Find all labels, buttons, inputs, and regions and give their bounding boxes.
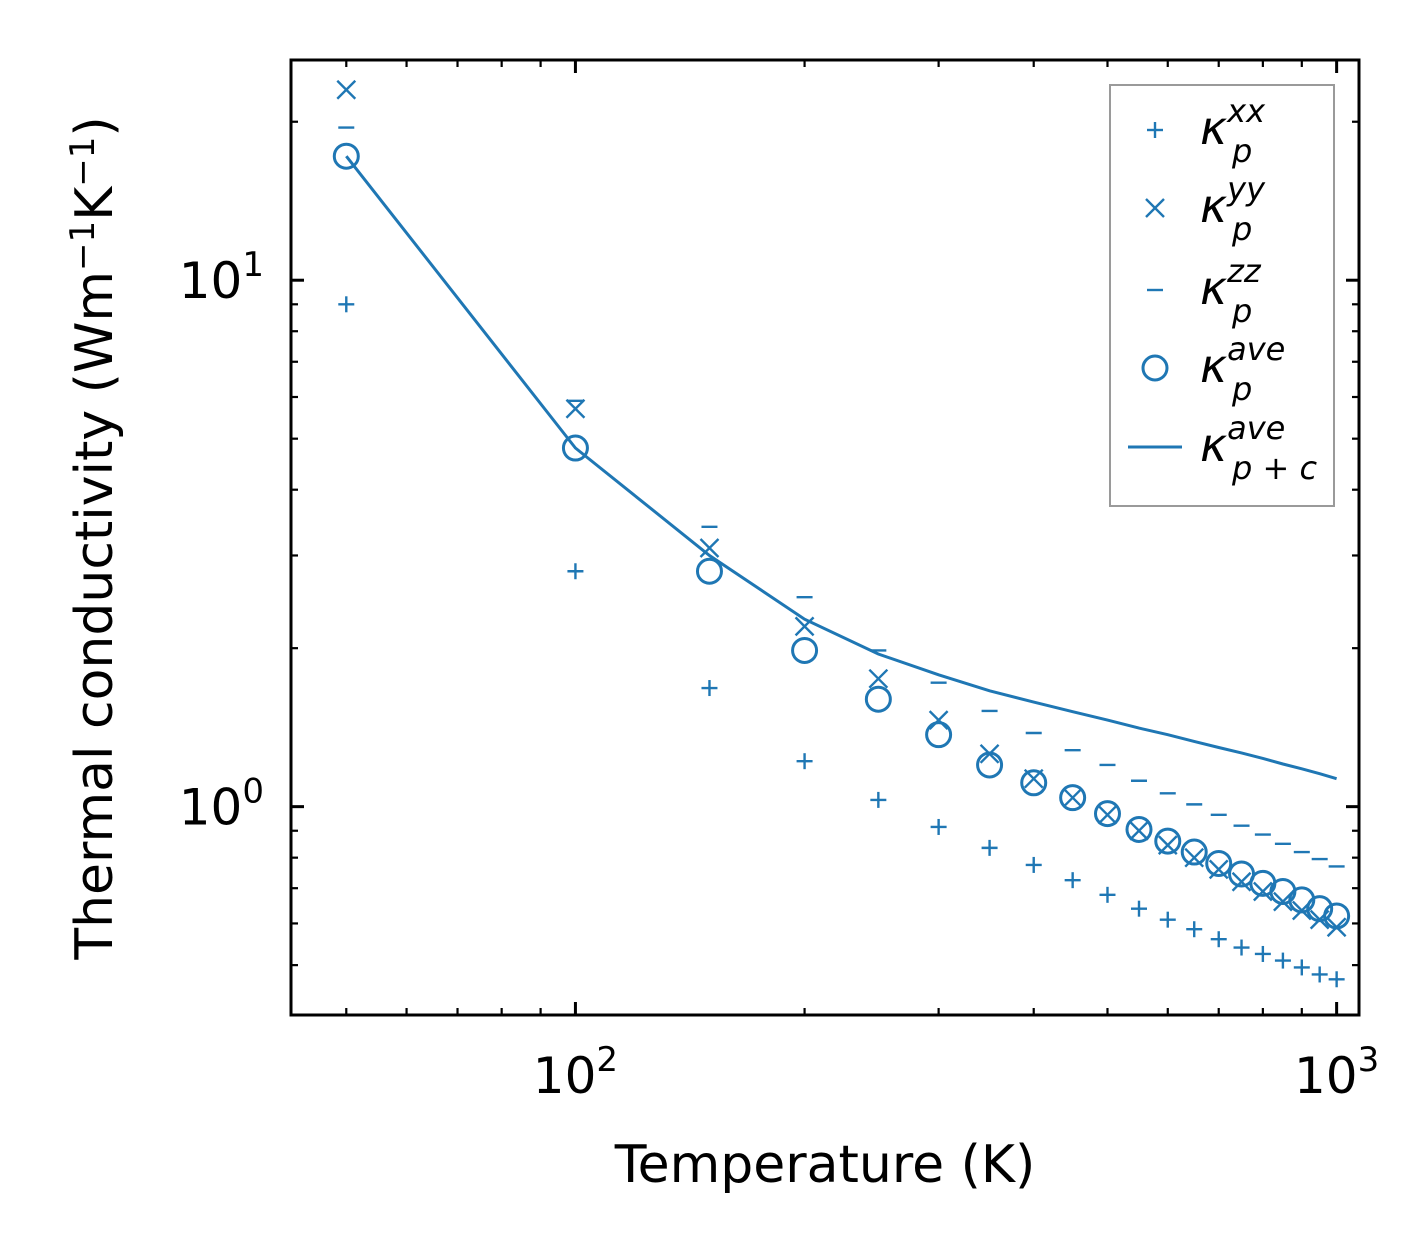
- point-plus: [981, 839, 998, 856]
- point-plus: [1064, 872, 1081, 889]
- point-x: [1253, 881, 1273, 902]
- y-tick-labels: 100 101: [179, 245, 264, 836]
- point-x: [1097, 804, 1118, 825]
- legend-label: κzz p: [1200, 252, 1262, 330]
- point-circle: [864, 685, 892, 713]
- y-tick-label: 101: [179, 245, 264, 310]
- point-x: [1062, 787, 1083, 808]
- point-circle: [695, 557, 723, 585]
- point-circle: [1154, 827, 1182, 855]
- point-circle: [561, 434, 589, 462]
- x-tick-label: 103: [1294, 1040, 1379, 1105]
- point-circle: [1093, 800, 1121, 828]
- point-plus: [1293, 959, 1310, 976]
- point-plus: [930, 818, 947, 835]
- point-plus: [1159, 911, 1176, 928]
- point-circle: [1059, 784, 1087, 812]
- point-x: [1273, 891, 1293, 912]
- legend-swatch-x: [1145, 198, 1165, 218]
- point-x: [1231, 871, 1252, 892]
- series-kappa_p^ave: [332, 142, 1351, 930]
- point-x: [565, 398, 586, 419]
- point-circle: [1020, 769, 1048, 797]
- point-plus: [701, 680, 718, 697]
- point-plus: [796, 753, 813, 770]
- legend-label: κave p + c: [1200, 409, 1317, 487]
- point-circle: [1306, 895, 1334, 923]
- point-circle: [332, 142, 360, 170]
- point-circle: [1180, 838, 1208, 866]
- x-tick-labels: 102 103: [533, 1040, 1379, 1105]
- point-plus: [1233, 939, 1250, 956]
- point-plus: [1274, 952, 1291, 969]
- point-x: [699, 538, 720, 558]
- point-x: [1129, 820, 1149, 841]
- point-plus: [1186, 921, 1203, 938]
- point-circle: [1125, 815, 1153, 843]
- legend-entry: κyy p: [1145, 170, 1266, 248]
- point-plus: [338, 296, 355, 313]
- legend-box: [1109, 84, 1335, 507]
- point-plus: [870, 791, 887, 808]
- legend-swatch-plus: [1147, 122, 1163, 138]
- point-plus: [1025, 856, 1042, 873]
- point-plus: [1311, 966, 1328, 983]
- series-kappa_p^xx: [338, 296, 1345, 988]
- point-plus: [1210, 931, 1227, 948]
- series-kappa_p^zz: [338, 126, 1345, 868]
- data-marks: [332, 79, 1351, 988]
- point-circle: [791, 636, 819, 664]
- point-x: [928, 710, 949, 730]
- point-circle: [925, 721, 953, 749]
- x-tick-label: 102: [533, 1040, 618, 1105]
- plot-frame: [289, 58, 1361, 1017]
- point-circle: [1205, 849, 1233, 877]
- point-x: [794, 616, 815, 637]
- legend-entry: κxx p: [1147, 92, 1266, 170]
- point-circle: [1323, 902, 1351, 930]
- legend-label: κyy p: [1200, 170, 1266, 248]
- legend-entry: κave p: [1141, 330, 1285, 408]
- point-plus: [1130, 900, 1147, 917]
- point-plus: [1099, 886, 1116, 903]
- point-plus: [1328, 971, 1345, 988]
- point-circle: [976, 751, 1004, 779]
- legend-label: κave p: [1200, 330, 1285, 408]
- point-plus: [567, 563, 584, 580]
- legend-entry: κzz p: [1147, 252, 1262, 330]
- point-x: [336, 79, 357, 100]
- legend-swatch-circle: [1141, 354, 1169, 382]
- point-x: [868, 668, 889, 689]
- y-tick-label: 100: [179, 772, 264, 837]
- legend-entry: κave p + c: [1128, 409, 1317, 487]
- series-line-kappa-pc-ave: [345, 155, 1338, 781]
- x-axis-label: Temperature (K): [614, 1135, 1036, 1195]
- legend-label: κxx p: [1200, 92, 1266, 170]
- y-axis-label: Thermal conductivity (Wm−1K−1): [63, 116, 125, 960]
- point-plus: [1254, 945, 1271, 962]
